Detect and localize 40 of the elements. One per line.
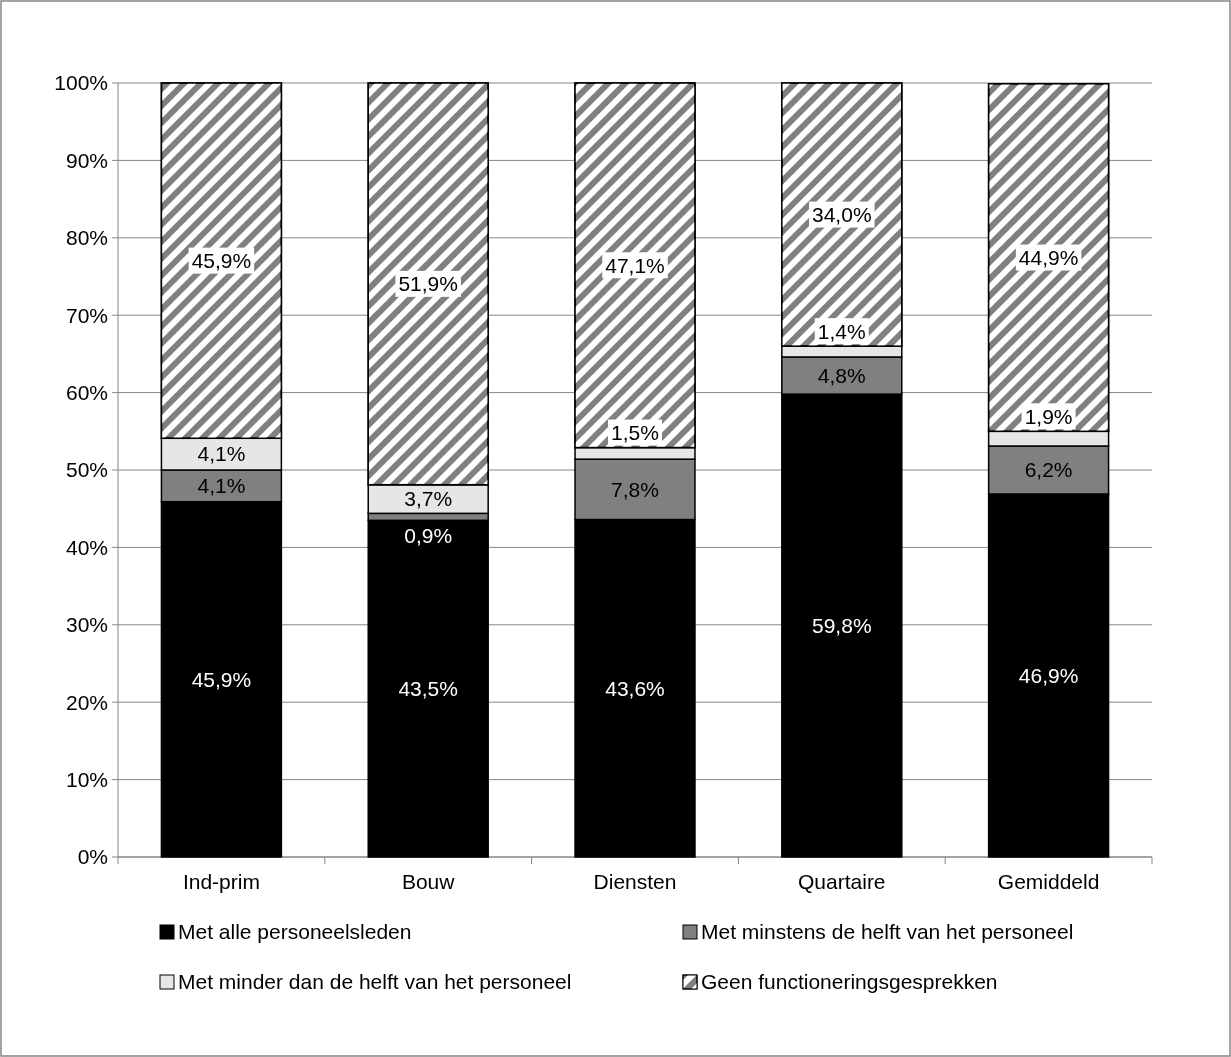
data-label: 0,9% [404, 523, 453, 547]
data-label: 1,5% [611, 420, 659, 444]
y-tick-label: 40% [65, 535, 108, 559]
data-label: 44,9% [1018, 245, 1079, 269]
y-tick-label: 50% [65, 458, 108, 482]
x-tick-label: Bouw [401, 870, 456, 893]
y-tick-label: 90% [65, 148, 108, 172]
data-label: 46,9% [1018, 663, 1079, 687]
y-tick-label: 10% [65, 767, 108, 791]
y-tick-label: 30% [65, 613, 108, 637]
x-tick-label: Diensten [593, 870, 677, 893]
y-tick-label: 20% [65, 690, 108, 714]
legend-label: Met minstens de helft van het personeel [701, 920, 1074, 944]
data-label: 47,1% [605, 253, 665, 277]
data-label: 45,9% [191, 667, 252, 691]
x-tick-label: Ind-prim [182, 870, 260, 893]
y-tick-label: 0% [77, 845, 108, 869]
y-tick-label: 80% [65, 226, 108, 250]
data-label: 4,1% [197, 442, 246, 466]
y-tick-label: 70% [65, 303, 108, 327]
x-tick-label: Gemiddeld [997, 870, 1100, 893]
data-label: 7,8% [611, 477, 659, 501]
data-label: 43,6% [605, 676, 665, 700]
data-label: 3,7% [404, 487, 453, 511]
legend-label: Met alle personeelsleden [178, 920, 412, 944]
data-label: 1,9% [1024, 404, 1073, 428]
y-tick-label: 60% [65, 380, 108, 404]
data-label: 6,2% [1024, 458, 1073, 482]
legend-label: Met minder dan de helft van het personeel [178, 970, 572, 994]
data-label: 45,9% [191, 248, 252, 272]
data-label: 51,9% [398, 272, 458, 296]
y-tick-label: 100% [54, 71, 108, 95]
legend-label: Geen functioneringsgesprekken [701, 970, 998, 994]
data-label: 59,8% [812, 613, 872, 637]
data-label: 4,8% [817, 363, 866, 387]
x-tick-label: Quartaire [798, 870, 886, 893]
data-label: 1,4% [817, 319, 866, 343]
data-label: 43,5% [398, 677, 458, 701]
data-label: 34,0% [812, 202, 872, 226]
data-label: 4,1% [197, 474, 246, 498]
